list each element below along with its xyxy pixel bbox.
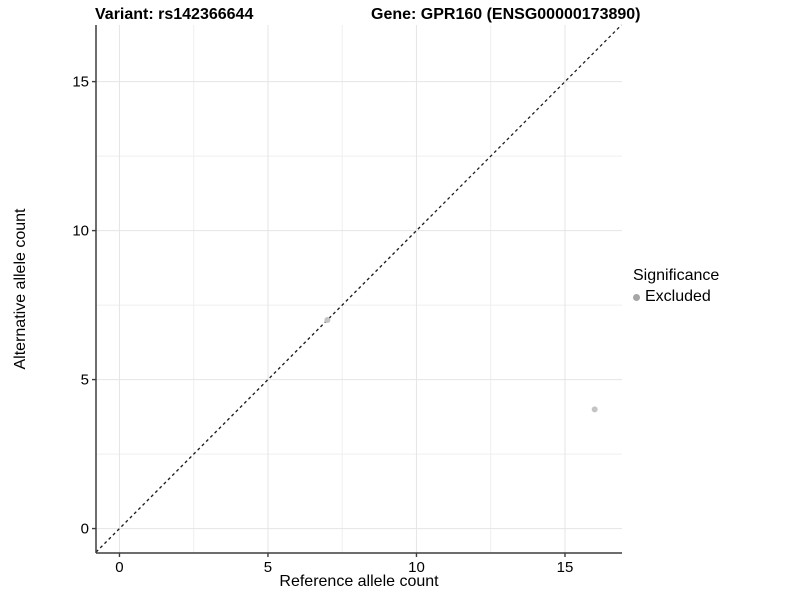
legend-item: Excluded bbox=[633, 287, 719, 307]
legend-point-icon bbox=[633, 293, 640, 301]
plot-title-variant: Variant: rs142366644 bbox=[95, 6, 254, 23]
y-tick-label: 5 bbox=[81, 372, 89, 389]
legend-items: Excluded bbox=[633, 287, 719, 307]
data-point bbox=[591, 406, 598, 413]
x-tick-label: 15 bbox=[557, 559, 574, 576]
identity-reference-line bbox=[95, 24, 622, 553]
y-tick-label: 15 bbox=[72, 74, 89, 91]
x-tick-label: 0 bbox=[115, 559, 123, 576]
x-tick-label: 10 bbox=[408, 559, 425, 576]
y-tick-label: 0 bbox=[81, 521, 89, 538]
legend-item-label: Excluded bbox=[645, 288, 711, 305]
y-tick-label: 10 bbox=[72, 223, 89, 240]
legend: Significance Excluded bbox=[633, 266, 719, 307]
x-axis-title: Reference allele count bbox=[279, 573, 439, 590]
x-tick-label: 5 bbox=[264, 559, 272, 576]
legend-title: Significance bbox=[633, 267, 720, 284]
plot-title-gene: Gene: GPR160 (ENSG00000173890) bbox=[371, 6, 641, 23]
y-axis-title: Alternative allele count bbox=[12, 208, 29, 370]
data-point bbox=[324, 316, 331, 323]
